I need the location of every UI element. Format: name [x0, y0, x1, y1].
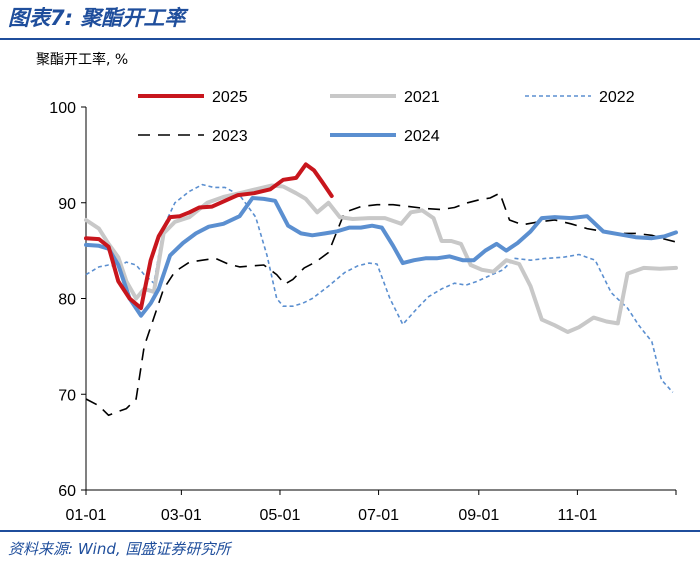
axes: 60 70 80 90 100 01-01 03-01 05-01 07-01 09-01 11-0… [49, 100, 677, 524]
y-tick-label: 60 [58, 483, 76, 500]
series-layer [84, 162, 678, 417]
source-note: 资料来源: Wind, 国盛证券研究所 [8, 540, 231, 558]
title-rule [0, 38, 700, 40]
x-tick-label: 03-01 [161, 507, 202, 524]
y-tick-label: 80 [58, 292, 76, 309]
source-rule [0, 530, 700, 532]
series-line-2025 [84, 162, 334, 311]
x-tick-label: 07-01 [358, 507, 399, 524]
legend: 2025 2021 2022 2023 2024 [138, 89, 635, 145]
series-line-2022 [85, 183, 674, 393]
y-tick-label: 100 [49, 100, 76, 117]
x-tick-label: 11-01 [558, 507, 598, 524]
x-tick-label: 01-01 [66, 507, 107, 524]
series-line-2023 [85, 192, 677, 417]
figure-title: 图表7: 聚酯开工率 [8, 6, 186, 30]
series-line-2021 [84, 183, 678, 334]
legend-label-2023: 2023 [212, 128, 248, 145]
y-unit-label: 聚酯开工率, % [36, 51, 128, 68]
legend-label-2021: 2021 [404, 89, 440, 106]
series-line-2024 [84, 196, 678, 318]
y-tick-label: 90 [58, 196, 76, 213]
x-tick-label: 09-01 [458, 507, 499, 524]
x-tick-label: 05-01 [260, 507, 301, 524]
y-tick-label: 70 [58, 387, 76, 404]
legend-label-2025: 2025 [212, 89, 248, 106]
legend-label-2024: 2024 [404, 128, 440, 145]
legend-label-2022: 2022 [599, 89, 635, 106]
